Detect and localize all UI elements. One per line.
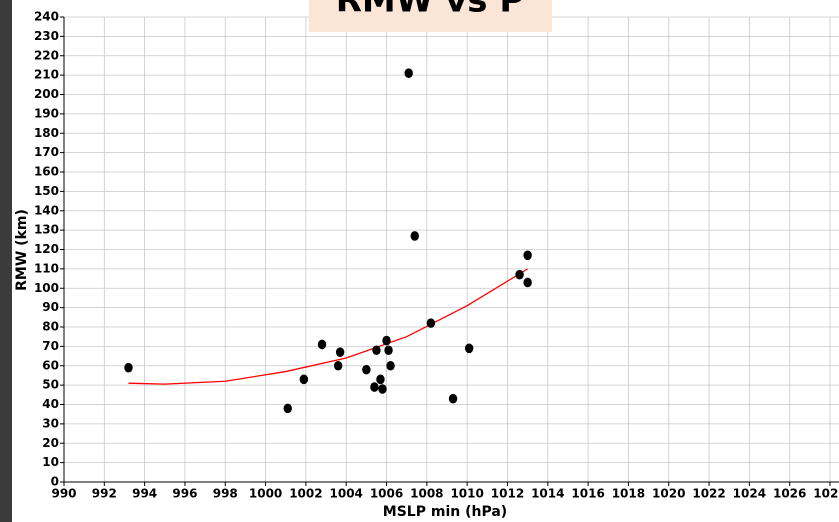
x-tick-label: 994 (132, 487, 157, 501)
y-axis-label: RMW (km) (14, 209, 30, 291)
title-box (309, 0, 552, 32)
scatter-point (372, 345, 381, 356)
x-tick-label: 1010 (450, 487, 483, 501)
scatter-point (370, 382, 379, 392)
x-tick-label: 990 (51, 487, 76, 501)
y-tick-label: 60 (42, 358, 59, 372)
x-tick-label: 1016 (571, 487, 604, 501)
y-tick-label: 240 (34, 10, 59, 24)
x-tick-label: 1000 (249, 487, 282, 501)
x-tick-label: 1014 (531, 487, 564, 501)
scatter-point (124, 362, 133, 373)
y-tick-label: 190 (34, 106, 59, 120)
scatter-point (283, 403, 292, 414)
scatter-point (426, 318, 436, 328)
x-tick-label: 1020 (652, 487, 685, 501)
y-tick-label: 50 (42, 378, 59, 392)
scatter-point (335, 347, 345, 357)
y-tick-label: 140 (34, 203, 59, 217)
y-tick-label: 210 (34, 68, 59, 82)
y-tick-label: 220 (34, 48, 59, 62)
scatter-point (376, 374, 385, 385)
x-axis-label: MSLP min (hPa) (383, 504, 507, 520)
y-tick-label: 90 (42, 300, 59, 314)
x-tick-label: 1012 (491, 487, 524, 501)
y-tick-label: 100 (34, 281, 59, 295)
x-tick-label: 1022 (692, 487, 725, 501)
x-tick-label: 1026 (773, 487, 806, 501)
scatter-point (362, 364, 371, 375)
y-tick-label: 160 (34, 165, 59, 179)
scatter-point (410, 231, 419, 241)
scatter-point (515, 269, 524, 280)
y-tick-label: 230 (34, 29, 59, 43)
figure-background (12, 0, 839, 522)
y-tick-label: 170 (34, 145, 59, 159)
y-tick-label: 30 (42, 416, 59, 430)
y-tick-label: 20 (42, 436, 59, 450)
fit-line (128, 268, 528, 385)
scatter-point (386, 360, 395, 371)
chart-title: RMW vs P (336, 0, 525, 21)
scatter-point (384, 345, 393, 356)
y-tick-label: 10 (42, 455, 59, 469)
x-tick-label: 1006 (370, 487, 403, 501)
scatter-point (382, 335, 391, 346)
marks (124, 68, 532, 414)
y-tick-label: 200 (34, 87, 59, 101)
y-tick-label: 180 (34, 126, 59, 140)
y-tick-label: 70 (42, 339, 59, 353)
x-tick-label: 1018 (612, 487, 645, 501)
y-tick-label: 0 (51, 475, 59, 489)
y-tick-label: 110 (34, 261, 59, 275)
scatter-point (404, 68, 413, 78)
y-tick-label: 150 (34, 184, 59, 198)
x-tick-label: 1028 (813, 487, 839, 501)
x-tick-label: 1008 (410, 487, 443, 501)
y-tick-label: 40 (42, 397, 59, 411)
scatter-point (378, 384, 387, 394)
scatter-point (523, 250, 532, 261)
x-tick-label: 1002 (289, 487, 322, 501)
scatter-point (317, 339, 327, 350)
x-tick-label: 1024 (733, 487, 766, 501)
scatter-point (333, 360, 343, 371)
y-tick-label: 120 (34, 242, 59, 256)
x-tick-label: 996 (172, 487, 197, 501)
y-tick-label: 80 (42, 320, 59, 334)
x-tick-label: 998 (213, 487, 238, 501)
x-tick-label: 1004 (330, 487, 363, 501)
y-tick-label: 130 (34, 223, 59, 237)
scatter-point (523, 277, 532, 288)
scatter-point (448, 393, 458, 404)
scatter-point (299, 374, 309, 385)
x-tick-label: 992 (92, 487, 117, 501)
scatter-point (464, 343, 474, 354)
